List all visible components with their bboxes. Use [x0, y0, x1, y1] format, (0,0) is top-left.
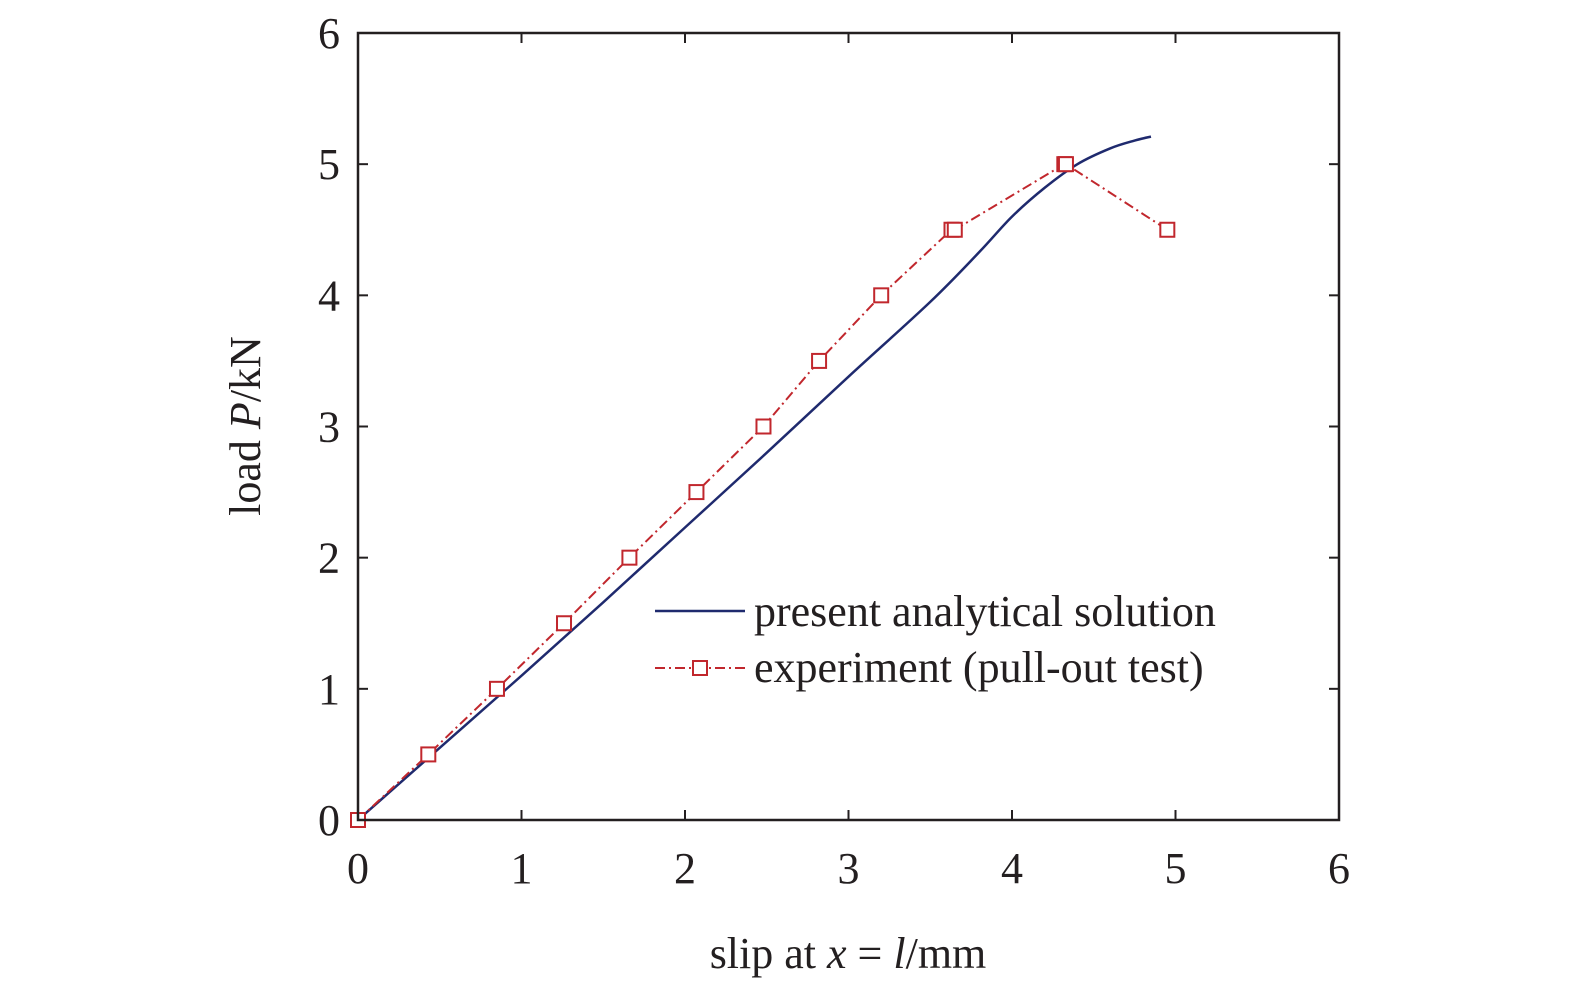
experiment-point	[1159, 221, 1176, 238]
experiment-point	[1057, 156, 1074, 173]
y-axis-title: load P/kN	[221, 336, 270, 516]
experiment-point	[688, 484, 705, 501]
plot-frame	[356, 31, 1341, 822]
experiment-point	[621, 549, 638, 566]
y-tick-label: 2	[318, 534, 340, 583]
x-tick-label: 3	[838, 844, 860, 893]
experiment-point	[556, 615, 573, 632]
y-tick-label: 6	[318, 9, 340, 58]
x-tick-label: 4	[1001, 844, 1023, 893]
experiment-point	[811, 352, 828, 369]
y-tick-label: 4	[318, 271, 340, 320]
y-tick-label: 1	[318, 665, 340, 714]
x-tick-label: 0	[347, 844, 369, 893]
legend: present analytical solution experiment (…	[655, 587, 1216, 692]
ticks-layer: 0 1 2 3 4 5 6 0 1 2 3 4 5 6	[318, 9, 1350, 893]
experiment-point	[873, 287, 890, 304]
x-tick-label: 1	[511, 844, 533, 893]
y-tick-label: 0	[318, 796, 340, 845]
legend-label-analytical: present analytical solution	[754, 587, 1216, 636]
legend-label-experiment: experiment (pull-out test)	[754, 643, 1204, 692]
series-line-analytical	[357, 135, 1152, 821]
x-tick-label: 6	[1328, 844, 1350, 893]
experiment-point	[420, 746, 437, 763]
experiment-point	[946, 221, 963, 238]
y-tick-label: 3	[318, 403, 340, 452]
y-tick-label: 5	[318, 140, 340, 189]
series-line-experiment	[357, 163, 1168, 821]
legend-marker-experiment	[692, 660, 708, 676]
experiment-point	[755, 418, 772, 435]
series-layer	[350, 135, 1176, 828]
experiment-point	[488, 680, 505, 697]
x-axis-title: slip at x = l/mm	[710, 929, 987, 978]
x-tick-label: 5	[1165, 844, 1187, 893]
x-tick-label: 2	[674, 844, 696, 893]
